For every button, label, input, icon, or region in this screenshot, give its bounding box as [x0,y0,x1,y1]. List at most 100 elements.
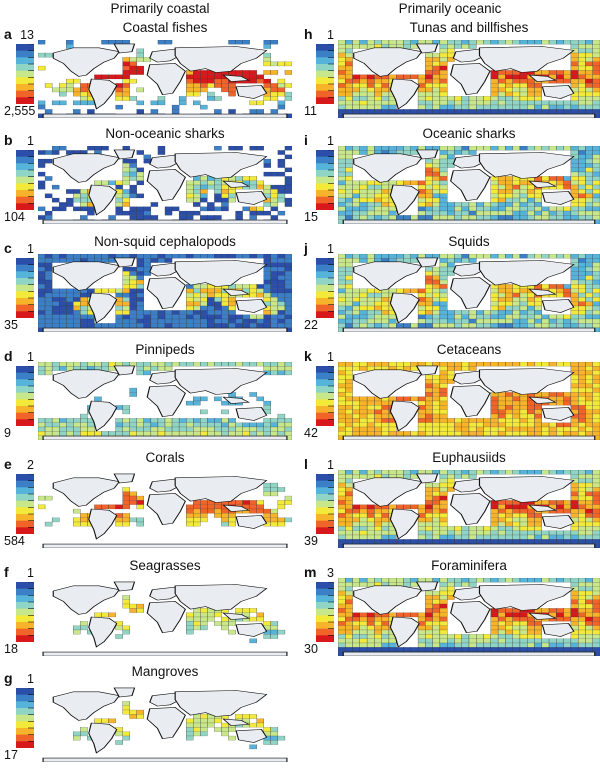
grid-cell [497,362,506,367]
grid-cell [270,625,279,631]
grid-cell [563,422,572,428]
grid-cell [249,146,257,151]
grid-cell [490,539,499,544]
grid-cell [228,87,236,93]
grid-cell [447,426,455,432]
grid-cell [592,91,600,97]
grid-cell [585,310,593,315]
grid-cell [432,158,441,164]
grid-cell [277,91,286,97]
grid-cell [108,180,116,186]
grid-cell [277,517,286,523]
continent-outline [222,180,251,188]
grid-cell [284,197,292,203]
grid-cell [284,426,292,432]
grid-cell [454,96,462,101]
continent-outline [450,385,491,417]
grid-cell [527,362,535,367]
grid-cell [585,362,593,367]
grid-cell [534,362,542,367]
grid-cell [193,418,201,423]
grid-cell [256,508,264,514]
grid-cell [345,83,353,88]
grid-cell [527,96,535,101]
grid-cell [381,431,390,436]
grid-cell [534,629,542,635]
grid-cell [115,193,123,199]
grid-cell [505,301,513,307]
grid-cell [249,206,257,212]
grid-cell [563,104,572,110]
grid-cell [417,100,426,106]
grid-cell [432,189,441,194]
map-frame [38,684,292,762]
color-scale-bar [316,366,334,426]
grid-cell [87,422,95,428]
grid-cell [345,100,353,106]
grid-cell [417,396,426,402]
grid-cell [129,297,137,302]
grid-cell [556,288,564,294]
grid-cell [221,314,229,320]
continent-outline [450,169,491,201]
grid-cell [352,258,360,263]
grid-cell [534,534,542,540]
color-scale-step [16,595,34,603]
continent-outline [88,292,118,324]
grid-cell [352,508,360,514]
grid-cell [80,215,88,220]
grid-cell [73,323,81,328]
color-scale-step [16,741,34,748]
grid-cell [143,431,152,436]
grid-cell [193,521,201,527]
scale-max-label: 1 [27,242,34,256]
grid-cell [136,305,144,311]
grid-cell [563,431,572,436]
grid-cell [352,74,360,80]
grid-cell [468,366,477,371]
grid-cell [200,314,208,320]
grid-cell [359,517,368,523]
grid-cell [38,65,46,71]
grid-cell [59,422,67,428]
grid-cell [359,310,368,315]
grid-cell [570,171,579,177]
grid-cell [476,100,484,106]
grid-cell [432,595,441,600]
grid-cell [490,184,499,190]
grid-cell [425,184,433,190]
grid-cell [454,474,462,479]
grid-cell [592,422,600,428]
grid-cell [381,426,390,432]
grid-cell [263,44,271,49]
grid-cell [101,74,109,80]
grid-cell [585,301,593,307]
grid-cell [338,526,346,531]
continent-outline [174,584,268,611]
grid-cell [122,625,130,631]
continent-outline [42,757,288,762]
grid-cell [235,318,243,324]
grid-cell [454,254,462,259]
grid-cell [556,78,564,84]
grid-cell [468,254,477,259]
grid-cell [432,521,441,527]
grid-cell [352,470,360,475]
grid-cell [519,210,528,216]
grid-cell [59,305,67,311]
grid-cell [425,405,433,410]
grid-cell [345,625,353,631]
grid-cell [578,202,586,207]
map-panel: e Corals 2 584 [4,448,294,552]
grid-cell [592,616,600,622]
grid-cell [366,418,375,423]
grid-cell [284,275,292,281]
grid-cell [115,517,123,523]
scale-max-label: 3 [327,566,334,580]
grid-cell [505,534,513,540]
grid-cell [578,370,586,376]
continent-outline [222,74,251,82]
grid-cell [439,206,448,212]
grid-cell [345,197,353,203]
grid-cell [200,718,208,724]
